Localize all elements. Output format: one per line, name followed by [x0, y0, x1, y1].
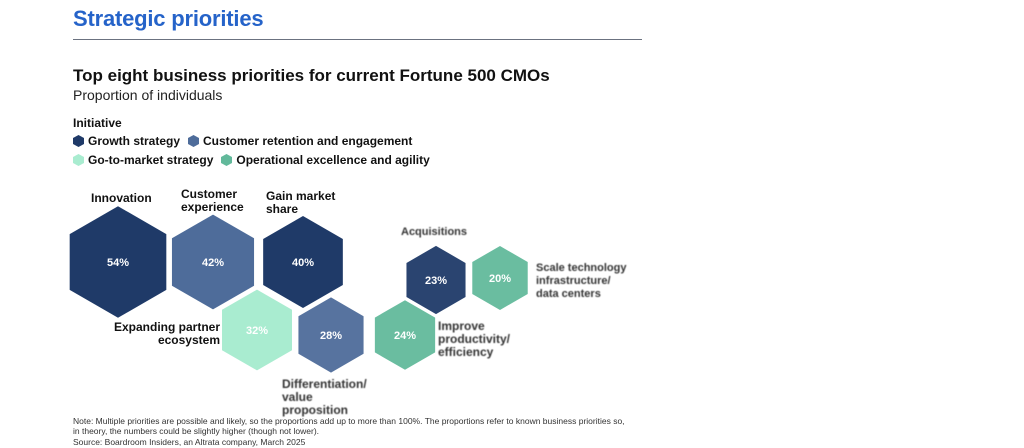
category-label-scale-technology: Scale technology infrastructure/ data ce…	[536, 262, 627, 300]
legend-item-operational: Operational excellence and agility	[221, 153, 430, 167]
legend-item-retention: Customer retention and engagement	[188, 134, 412, 148]
category-label-innovation: Innovation	[91, 191, 152, 205]
value-label-expanding-partner-ecosystem: 32%	[246, 325, 268, 337]
legend-item-growth: Growth strategy	[73, 134, 180, 148]
category-label-improve-productivity: Improve productivity/ efficiency	[438, 319, 511, 359]
category-label-expanding-partner-ecosystem: Expanding partner ecosystem	[113, 320, 220, 347]
legend-row-1: Growth strategy Customer retention and e…	[73, 134, 420, 148]
legend-label: Operational excellence and agility	[236, 153, 430, 167]
hexagon-scale-technology	[472, 246, 528, 310]
category-label-acquisitions: Acquisitions	[401, 226, 468, 238]
hexagon-icon	[221, 154, 233, 166]
legend-row-2: Go-to-market strategy Operational excell…	[73, 153, 438, 167]
hexagon-acquisitions	[406, 245, 466, 315]
value-label-improve-productivity: 24%	[394, 330, 416, 342]
legend-label: Customer retention and engagement	[203, 134, 413, 148]
hexagon-customer-experience	[171, 214, 255, 310]
category-label-customer-experience: Customer experience	[181, 187, 244, 214]
hexagon-icon	[73, 135, 84, 147]
hexagon-icon	[73, 154, 84, 166]
hexagon-gain-market-share	[263, 216, 343, 308]
legend-item-gtm: Go-to-market strategy	[73, 153, 213, 167]
legend-label: Growth strategy	[88, 134, 181, 148]
value-label-gain-market-share: 40%	[292, 257, 314, 269]
hexagon-icon	[188, 135, 200, 147]
category-label-gain-market-share: Gain market share	[266, 189, 336, 216]
legend-label: Go-to-market strategy	[88, 153, 214, 167]
chart-source: Source: Boardroom Insiders, an Altrata c…	[73, 437, 306, 447]
value-label-customer-experience: 42%	[202, 257, 224, 269]
value-label-innovation: 54%	[107, 257, 129, 269]
hexagon-expanding-partner-ecosystem	[222, 289, 292, 371]
chart-subtitle: Proportion of individuals	[73, 87, 223, 103]
legend-title: Initiative	[73, 116, 122, 130]
value-label-scale-technology: 20%	[489, 273, 511, 285]
hexagon-differentiation	[298, 297, 364, 373]
category-label-differentiation: Differentiation/ value proposition	[282, 377, 367, 417]
title-divider	[73, 39, 642, 40]
section-title: Strategic priorities	[73, 6, 264, 31]
chart-note: Note: Multiple priorities are possible a…	[73, 416, 625, 436]
hexagon-improve-productivity	[374, 300, 436, 370]
value-label-acquisitions: 23%	[425, 275, 447, 287]
hexagon-innovation	[69, 206, 167, 318]
chart-title: Top eight business priorities for curren…	[73, 66, 550, 85]
value-label-differentiation: 28%	[320, 330, 342, 342]
